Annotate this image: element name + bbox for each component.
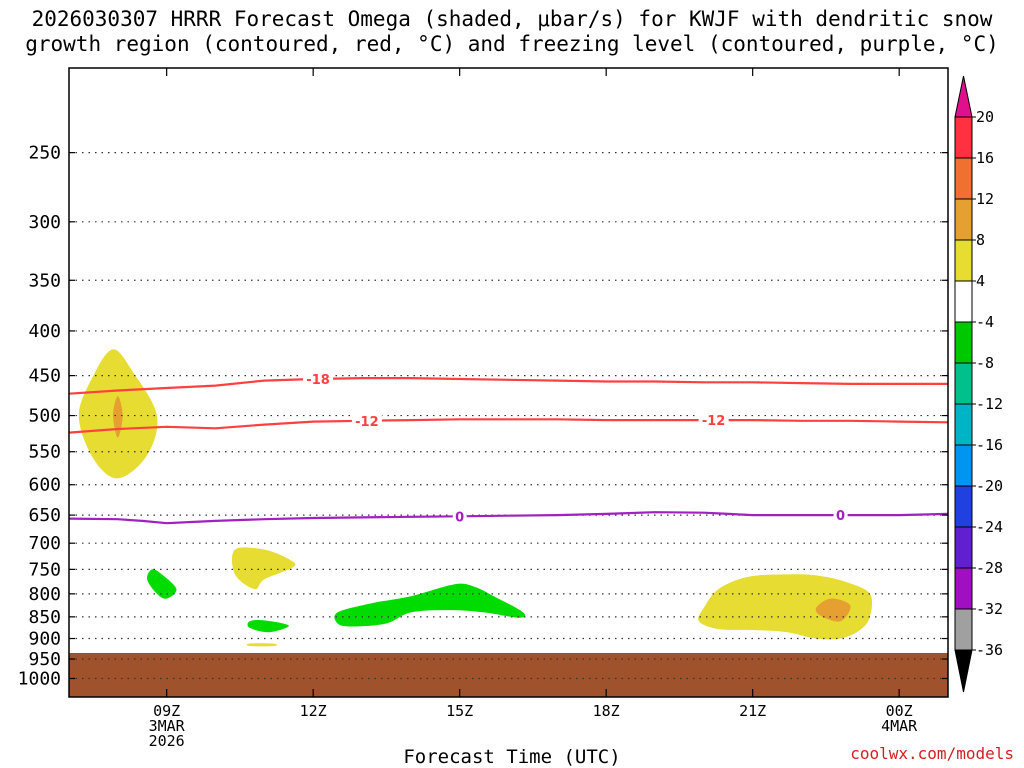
colorbar-band-10	[954, 526, 973, 569]
plot-frame	[68, 67, 949, 698]
contour-line-3	[69, 511, 948, 525]
y-axis: 2503003504004505005506006507007508008509…	[18, 143, 948, 689]
chart-title-line2: growth region (contoured, red, °C) and f…	[25, 32, 999, 56]
colorbar-tick-label-11: -28	[976, 559, 1003, 577]
colorbar-top-cap	[954, 75, 973, 118]
colorbar-tick-label-7: -12	[976, 395, 1003, 413]
colorbar-tick-label-8: -16	[976, 436, 1003, 454]
colorbar-band-7	[954, 403, 973, 446]
contour-label-bg-2	[698, 412, 729, 428]
y-tick-label-700: 700	[28, 533, 61, 554]
colorbar-band-1	[954, 157, 973, 200]
contour-label-4: 0	[836, 509, 845, 524]
colorbar-bottom-cap	[954, 649, 973, 693]
omega-region-2	[146, 569, 177, 599]
colorbar-band-9	[954, 485, 973, 528]
y-tick-label-800: 800	[28, 584, 61, 605]
ground-layer	[69, 652, 948, 697]
x-tick-label-0-0: 09Z	[153, 702, 180, 720]
omega-region-5	[246, 643, 278, 647]
colorbar: 20 16 12 8 4 -4 -8 -12 -16 -20 -24 -28 -32 -36	[954, 75, 1003, 693]
colorbar-tick-label-2: 12	[976, 190, 994, 208]
y-tick-label-750: 750	[28, 559, 61, 580]
colorbar-band-11	[954, 567, 973, 610]
shaded-regions	[78, 349, 873, 647]
contour-label-0: -18	[306, 373, 330, 388]
colorbar-band-3	[954, 239, 973, 282]
y-tick-label-600: 600	[28, 475, 61, 496]
colorbar-tick-label-13: -36	[976, 641, 1003, 659]
y-tick-label-900: 900	[28, 629, 61, 650]
y-tick-label-850: 850	[28, 607, 61, 628]
chart-title-line1: 2026030307 HRRR Forecast Omega (shaded, …	[31, 7, 993, 31]
omega-region-4	[247, 620, 289, 633]
colorbar-tick-label-12: -32	[976, 600, 1003, 618]
colorbar-tick-label-1: 16	[976, 149, 994, 167]
omega-region-6	[334, 583, 526, 627]
colorbar-band-0	[954, 116, 973, 159]
contour-label-bg-1	[351, 412, 382, 428]
y-tick-label-300: 300	[28, 212, 61, 233]
omega-region-1	[113, 396, 123, 438]
colorbar-band-2	[954, 198, 973, 241]
contour-label-bg-0	[303, 370, 334, 386]
y-tick-label-650: 650	[28, 505, 61, 526]
omega-region-7	[698, 574, 873, 640]
omega-region-3	[231, 547, 296, 590]
x-tick-label-1-0: 12Z	[300, 702, 327, 720]
contour-line-1	[69, 418, 948, 434]
contour-label-1: -12	[355, 415, 379, 430]
colorbar-band-12	[954, 608, 973, 651]
x-tick-label-0-1: 3MAR	[149, 717, 186, 735]
ground-fill	[69, 652, 948, 697]
omega-region-8	[815, 598, 851, 622]
y-tick-label-350: 350	[28, 270, 61, 291]
colorbar-band-5	[954, 321, 973, 364]
x-tick-label-5-0: 00Z	[886, 702, 913, 720]
colorbar-tick-label-4: 4	[976, 272, 985, 290]
x-tick-label-2-0: 15Z	[446, 702, 473, 720]
x-tick-label-4-0: 21Z	[739, 702, 766, 720]
colorbar-tick-label-6: -8	[976, 354, 994, 372]
contour-label-2: -12	[702, 414, 726, 429]
contour-line-0	[69, 377, 948, 395]
contour-label-3: 0	[455, 510, 464, 525]
x-axis-label: Forecast Time (UTC)	[403, 746, 621, 768]
y-tick-label-250: 250	[28, 143, 61, 164]
colorbar-tick-label-10: -24	[976, 518, 1003, 536]
colorbar-band-6	[954, 362, 973, 405]
colorbar-tick-label-3: 8	[976, 231, 985, 249]
colorbar-tick-label-0: 20	[976, 108, 994, 126]
y-tick-label-450: 450	[28, 366, 61, 387]
plot-border	[68, 67, 949, 698]
colorbar-band-4	[954, 280, 973, 323]
contour-label-bg-4	[833, 507, 848, 523]
y-tick-label-950: 950	[28, 649, 61, 670]
x-tick-label-0-2: 2026	[149, 732, 185, 750]
x-tick-label-5-1: 4MAR	[881, 717, 918, 735]
credit-text: coolwx.com/models	[850, 744, 1014, 763]
y-tick-label-500: 500	[28, 406, 61, 427]
x-tick-label-3-0: 18Z	[593, 702, 620, 720]
y-tick-label-1000: 1000	[18, 668, 61, 689]
colorbar-tick-label-5: -4	[976, 313, 994, 331]
contour-lines: -18 -12 -12 0 0	[69, 370, 948, 525]
y-tick-label-550: 550	[28, 442, 61, 463]
contour-label-bg-3	[452, 508, 467, 524]
y-tick-label-400: 400	[28, 321, 61, 342]
colorbar-tick-label-9: -20	[976, 477, 1003, 495]
colorbar-band-8	[954, 444, 973, 487]
